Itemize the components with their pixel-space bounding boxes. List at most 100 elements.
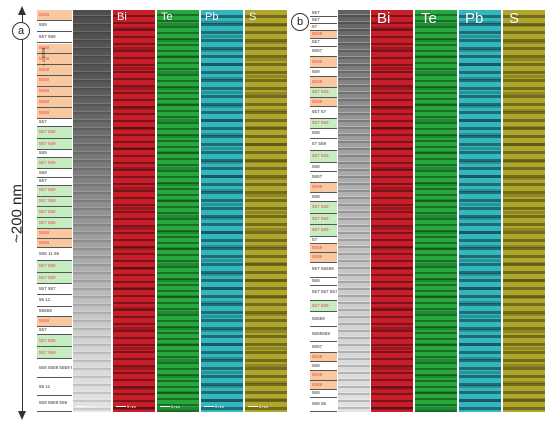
panel-b-layer-column: 557 557 57 5559 557 5557 5559 559 5559 557 559 555… [310,10,337,412]
layer-label: 557 [37,118,72,128]
layer-label: 557 559 [310,87,337,99]
layer-label: 5559 [310,30,337,39]
layer-label: 5559 [37,65,72,76]
layer-label: 57 [310,24,337,31]
layer-label: 557 559 [37,207,72,219]
panel-a-te-label: Te [161,11,173,23]
layer-label: 557 [310,38,337,48]
layer-label: 559 [310,389,337,399]
layer-label: 557 [37,177,72,186]
layer-label: 55 11 [37,294,72,307]
panel-a-bi-scalebar: 5 nm [116,404,136,409]
panel-b-s-label: S [509,10,520,27]
layer-label: 5559 [37,97,72,109]
panel-a-haadf-scalebar: 2 nm [76,404,96,409]
panel-a-s-scalebar: 5 nm [248,404,268,409]
layer-label: 5559 [310,98,337,108]
layer-label: 5559 [37,10,72,21]
layer-label: 5559 [37,54,72,66]
layer-label: 559 [310,162,337,173]
layer-label: 5559 [310,253,337,263]
panel-a-bi-map: Bi 5 nm [112,10,156,412]
layer-label: 5559 [37,75,72,87]
layer-label: 559 [310,129,337,139]
layer-label: 5559 [37,108,72,119]
layer-label: 559 55 [310,398,337,412]
layer-label: 557 559 [37,261,72,274]
layer-label: 557 559 [37,196,72,208]
layer-label: 5559 [310,244,337,254]
layer-label: 55559 [37,306,72,318]
layer-label: 5557 [310,172,337,183]
layer-label: 559 [37,149,72,159]
layer-label: 5559 [37,317,72,328]
layer-label: 557 557 557 [310,285,337,301]
layer-label: 557 559 [37,139,72,150]
layer-label: 559 5559 559 [37,396,72,412]
layer-label: 559 [37,20,72,32]
panel-a-rotated-label: 4 x 5559 [42,47,47,66]
layer-label: 5559 [310,182,337,194]
panel-b-s-map: S [502,10,546,412]
layer-label: 559 5559 5559 559 [37,359,72,379]
panel-a-letter: a [12,22,30,40]
layer-label: 557 559 [310,213,337,226]
layer-label: 557 559 [37,218,72,229]
panel-a-haadf-image: 2 nm [72,10,112,412]
panel-b-haadf-image [337,10,371,412]
layer-label: 57 559 [310,138,337,152]
layer-label: 557 559 [37,347,72,360]
layer-label: 5559 [37,228,72,239]
panel-b-bi-label: Bi [377,10,391,27]
layer-label: 559 [310,193,337,203]
layer-label: 557 559 [37,158,72,170]
layer-label: 5559 [310,380,337,390]
layer-label: 5559 [37,238,72,249]
layer-label: 557 559 [37,273,72,284]
layer-label: 557 559 [37,335,72,348]
axis-label: ~200 nm [8,184,26,243]
axis-arrow-bottom [18,411,26,420]
panel-b-pb-label: Pb [465,10,484,27]
layer-label: 5557 [310,342,337,353]
layer-label: 57 [310,237,337,244]
layer-label: 557 559 [310,118,337,130]
layer-label: 557 [310,17,337,24]
panel-a-te-scalebar: 5 nm [160,404,180,409]
layer-label: 557 559 [310,225,337,238]
layer-label: 5559 [37,86,72,98]
axis-arrow-top [18,6,26,15]
layer-label: 557 559 [310,151,337,163]
panel-b-letter: b [291,13,309,31]
panel-a-te-map: Te 5 nm [156,10,200,412]
layer-label: 55 11 [37,378,72,397]
layer-label: 555 11 55 [37,248,72,262]
layer-label: 5559 [310,352,337,363]
panel-b-pb-map: Pb [458,10,502,412]
panel-b-te-map: Te [414,10,458,412]
panel-a-bi-label: Bi [117,11,127,23]
layer-label: 557 559 [37,31,72,44]
layer-label: 557 559 [37,185,72,197]
panel-a-pb-scalebar: 5 nm [204,404,224,409]
panel-a-pb-map: Pb 5 nm [200,10,244,412]
layer-label: 557 559 [310,202,337,214]
layer-label: 5557 [310,47,337,58]
layer-label: 557 559 [37,127,72,140]
layer-label: 557 559 [310,300,337,313]
layer-label: 559 [310,277,337,286]
layer-label: 5559 [310,77,337,88]
panel-b-bi-map: Bi [370,10,414,412]
layer-label: 5559 [37,43,72,55]
panel-a-layer-column: 5559 559 557 559 5559 5559 5559 5559 5559 5559 55… [37,10,72,412]
layer-label: 559 [310,362,337,372]
panel-a-s-label: S [249,11,257,23]
panel-a-s-map: S 5 nm [244,10,288,412]
layer-label: 5559 [310,371,337,381]
panel-b-te-label: Te [421,10,437,27]
layer-label: 559 [37,169,72,178]
panel-a-pb-label: Pb [205,11,219,23]
layer-label: 559 [310,67,337,78]
layer-label: 557 57 [310,107,337,119]
layer-label: 55559 [310,312,337,328]
